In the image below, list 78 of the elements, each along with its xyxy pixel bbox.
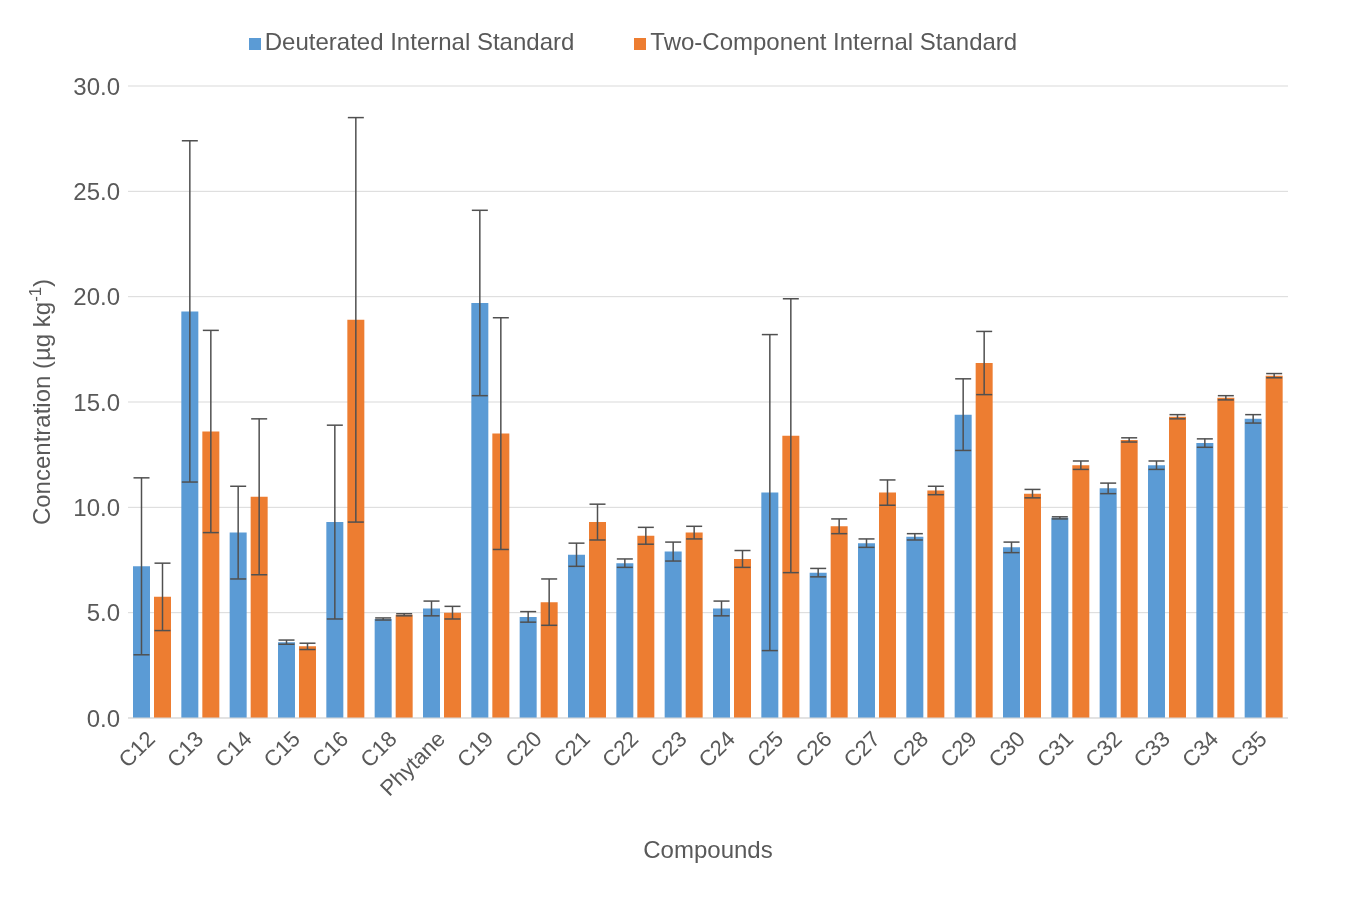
y-tick-label: 25.0 — [73, 177, 120, 205]
bar — [1169, 416, 1186, 718]
bar — [1051, 517, 1069, 718]
bar — [954, 414, 972, 718]
y-tick-label: 15.0 — [73, 388, 120, 416]
bar — [347, 319, 365, 718]
bar — [423, 608, 440, 718]
y-tick-label: 5.0 — [86, 599, 120, 627]
x-tick-label: C14 — [210, 726, 257, 773]
bar — [589, 522, 606, 718]
y-tick-label: 30.0 — [73, 72, 120, 100]
bar — [492, 433, 510, 718]
bar — [1024, 493, 1041, 718]
bar — [1099, 488, 1117, 718]
bar — [1148, 465, 1165, 718]
x-tick-label: C22 — [597, 726, 644, 773]
x-tick-label: C21 — [548, 726, 595, 773]
bar — [299, 646, 316, 718]
bar — [761, 492, 779, 718]
y-tick-label: 10.0 — [73, 493, 120, 521]
bar — [374, 618, 392, 718]
bar — [326, 522, 344, 718]
x-tick-label: C33 — [1128, 726, 1175, 773]
bar — [444, 612, 461, 718]
bar — [782, 435, 800, 718]
bar — [202, 431, 220, 718]
x-tick-label: C28 — [887, 726, 934, 773]
bar — [471, 302, 489, 718]
bar — [519, 616, 537, 718]
bar — [734, 558, 751, 718]
x-tick-label: C30 — [983, 726, 1030, 773]
bar — [879, 492, 896, 718]
bar — [809, 572, 827, 718]
bar — [1072, 465, 1090, 718]
bar — [250, 496, 268, 718]
bar — [664, 551, 682, 718]
x-tick-label: C25 — [742, 726, 789, 773]
bar — [540, 602, 558, 718]
x-tick-label: C31 — [1032, 726, 1079, 773]
bar — [1244, 418, 1262, 718]
x-tick-label: C26 — [790, 726, 837, 773]
bar — [713, 608, 730, 718]
x-tick-label: C19 — [452, 726, 499, 773]
x-tick-label: C34 — [1177, 726, 1224, 773]
bar — [830, 526, 848, 718]
x-axis-title: Compounds — [643, 836, 773, 863]
bar — [568, 554, 585, 718]
bar — [616, 563, 634, 718]
legend-label: Deuterated Internal Standard — [264, 28, 575, 55]
bar — [395, 614, 413, 718]
y-tick-label: 20.0 — [73, 283, 120, 311]
bar — [637, 535, 655, 718]
bar — [927, 490, 945, 718]
bar — [975, 363, 993, 718]
bar — [1120, 439, 1138, 718]
bar — [229, 532, 247, 718]
bar — [1196, 443, 1214, 718]
bar — [685, 532, 703, 718]
bar — [906, 536, 924, 718]
legend-label: Two-Component Internal Standard — [650, 28, 1018, 55]
x-tick-label: C27 — [838, 726, 885, 773]
x-tick-label: C35 — [1225, 726, 1272, 773]
x-tick-label: C20 — [500, 726, 547, 773]
x-tick-label: C15 — [258, 726, 305, 773]
bar — [858, 543, 875, 718]
bar — [181, 311, 199, 718]
x-tick-label: C23 — [645, 726, 692, 773]
x-tick-label: C16 — [307, 726, 354, 773]
x-tick-label: C32 — [1080, 726, 1127, 773]
bar — [154, 596, 171, 718]
bar — [1003, 547, 1020, 718]
bar — [133, 566, 150, 718]
x-tick-label: C13 — [162, 726, 209, 773]
bar — [1217, 397, 1235, 718]
x-tick-label: C29 — [935, 726, 982, 773]
bar — [1265, 375, 1283, 718]
bar — [278, 642, 295, 718]
x-tick-label: C24 — [693, 726, 740, 773]
